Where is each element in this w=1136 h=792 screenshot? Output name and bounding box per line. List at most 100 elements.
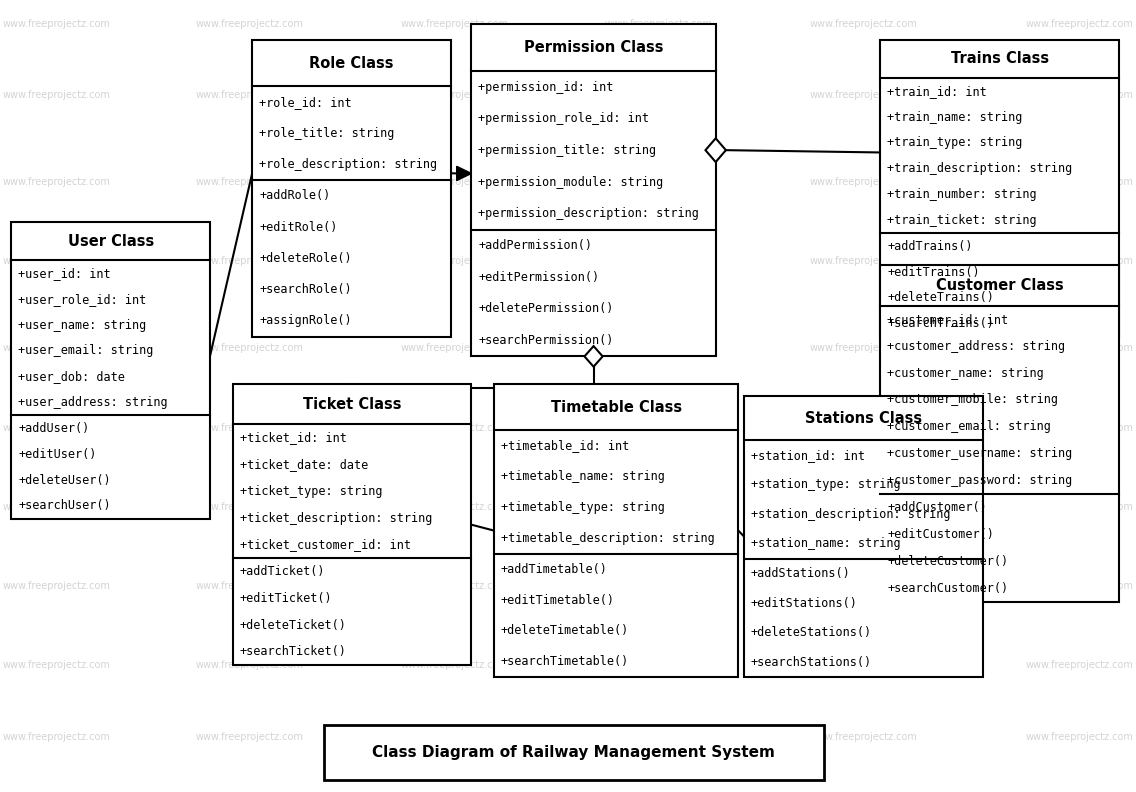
Text: www.freeprojectz.com: www.freeprojectz.com <box>3 344 110 353</box>
Text: +ticket_date: date: +ticket_date: date <box>240 458 368 471</box>
Text: +editUser(): +editUser() <box>18 447 97 461</box>
Text: +role_description: string: +role_description: string <box>259 158 437 171</box>
Text: www.freeprojectz.com: www.freeprojectz.com <box>1026 581 1133 591</box>
Text: +deleteTimetable(): +deleteTimetable() <box>501 624 629 638</box>
Text: +addStations(): +addStations() <box>751 567 851 580</box>
Text: www.freeprojectz.com: www.freeprojectz.com <box>197 423 303 432</box>
Text: www.freeprojectz.com: www.freeprojectz.com <box>1026 90 1133 100</box>
Text: +station_type: string: +station_type: string <box>751 478 901 491</box>
Text: www.freeprojectz.com: www.freeprojectz.com <box>1026 502 1133 512</box>
Text: +role_id: int: +role_id: int <box>259 96 352 109</box>
Text: +user_name: string: +user_name: string <box>18 318 147 332</box>
Text: +deleteRole(): +deleteRole() <box>259 252 352 265</box>
Text: +customer_id: int: +customer_id: int <box>887 313 1009 326</box>
Text: www.freeprojectz.com: www.freeprojectz.com <box>810 661 917 670</box>
Text: www.freeprojectz.com: www.freeprojectz.com <box>810 177 917 187</box>
Text: +deleteCustomer(): +deleteCustomer() <box>887 555 1009 568</box>
Text: www.freeprojectz.com: www.freeprojectz.com <box>401 90 508 100</box>
Text: www.freeprojectz.com: www.freeprojectz.com <box>810 581 917 591</box>
Bar <box>252 40 451 337</box>
Text: Trains Class: Trains Class <box>951 51 1049 67</box>
Text: +searchPermission(): +searchPermission() <box>478 334 613 347</box>
Text: +user_id: int: +user_id: int <box>18 267 111 280</box>
Text: www.freeprojectz.com: www.freeprojectz.com <box>197 732 303 741</box>
Text: www.freeprojectz.com: www.freeprojectz.com <box>810 19 917 29</box>
Text: Role Class: Role Class <box>309 55 394 70</box>
Text: +customer_password: string: +customer_password: string <box>887 474 1072 487</box>
Text: www.freeprojectz.com: www.freeprojectz.com <box>810 90 917 100</box>
Text: www.freeprojectz.com: www.freeprojectz.com <box>1026 344 1133 353</box>
Text: +searchTicket(): +searchTicket() <box>240 645 346 658</box>
Text: +ticket_description: string: +ticket_description: string <box>240 512 432 524</box>
Text: +permission_id: int: +permission_id: int <box>478 81 613 93</box>
Text: www.freeprojectz.com: www.freeprojectz.com <box>3 90 110 100</box>
Text: User Class: User Class <box>68 234 153 249</box>
Text: +editTimetable(): +editTimetable() <box>501 593 615 607</box>
Text: +train_name: string: +train_name: string <box>887 111 1022 124</box>
Text: +station_description: string: +station_description: string <box>751 508 951 521</box>
Text: Permission Class: Permission Class <box>524 40 663 55</box>
Text: +permission_title: string: +permission_title: string <box>478 144 657 157</box>
Text: www.freeprojectz.com: www.freeprojectz.com <box>197 581 303 591</box>
Text: www.freeprojectz.com: www.freeprojectz.com <box>401 423 508 432</box>
Text: +customer_address: string: +customer_address: string <box>887 340 1066 352</box>
Text: www.freeprojectz.com: www.freeprojectz.com <box>605 177 712 187</box>
Text: www.freeprojectz.com: www.freeprojectz.com <box>605 581 712 591</box>
Text: +deleteTicket(): +deleteTicket() <box>240 619 346 631</box>
Polygon shape <box>584 346 602 367</box>
Text: www.freeprojectz.com: www.freeprojectz.com <box>401 344 508 353</box>
Polygon shape <box>705 139 726 162</box>
Text: +searchCustomer(): +searchCustomer() <box>887 582 1009 595</box>
Text: www.freeprojectz.com: www.freeprojectz.com <box>605 90 712 100</box>
Text: www.freeprojectz.com: www.freeprojectz.com <box>401 19 508 29</box>
Text: www.freeprojectz.com: www.freeprojectz.com <box>3 581 110 591</box>
Text: Stations Class: Stations Class <box>804 411 922 425</box>
Text: www.freeprojectz.com: www.freeprojectz.com <box>605 661 712 670</box>
Text: +addRole(): +addRole() <box>259 189 331 203</box>
Bar <box>11 222 210 519</box>
Text: +train_number: string: +train_number: string <box>887 188 1037 201</box>
Text: +editCustomer(): +editCustomer() <box>887 528 994 541</box>
Text: www.freeprojectz.com: www.freeprojectz.com <box>810 344 917 353</box>
Text: +station_id: int: +station_id: int <box>751 449 864 462</box>
Text: +permission_description: string: +permission_description: string <box>478 208 699 220</box>
Text: +searchTrains(): +searchTrains() <box>887 317 994 330</box>
Text: www.freeprojectz.com: www.freeprojectz.com <box>1026 661 1133 670</box>
Text: www.freeprojectz.com: www.freeprojectz.com <box>197 502 303 512</box>
Text: +deletePermission(): +deletePermission() <box>478 303 613 315</box>
Text: +deleteTrains(): +deleteTrains() <box>887 291 994 304</box>
Text: +permission_role_id: int: +permission_role_id: int <box>478 112 650 125</box>
Text: +permission_module: string: +permission_module: string <box>478 176 663 188</box>
Text: www.freeprojectz.com: www.freeprojectz.com <box>605 732 712 741</box>
Text: www.freeprojectz.com: www.freeprojectz.com <box>1026 177 1133 187</box>
Text: +train_ticket: string: +train_ticket: string <box>887 214 1037 227</box>
Text: +user_email: string: +user_email: string <box>18 345 153 357</box>
Polygon shape <box>457 166 471 181</box>
Bar <box>744 396 983 677</box>
Text: www.freeprojectz.com: www.freeprojectz.com <box>197 661 303 670</box>
Text: +addUser(): +addUser() <box>18 422 90 435</box>
Text: www.freeprojectz.com: www.freeprojectz.com <box>3 502 110 512</box>
Text: www.freeprojectz.com: www.freeprojectz.com <box>3 732 110 741</box>
Text: www.freeprojectz.com: www.freeprojectz.com <box>810 502 917 512</box>
Text: www.freeprojectz.com: www.freeprojectz.com <box>605 502 712 512</box>
Text: www.freeprojectz.com: www.freeprojectz.com <box>3 177 110 187</box>
Text: +searchTimetable(): +searchTimetable() <box>501 655 629 668</box>
Text: +customer_mobile: string: +customer_mobile: string <box>887 394 1059 406</box>
Bar <box>324 725 824 780</box>
Text: +train_id: int: +train_id: int <box>887 85 987 97</box>
Text: www.freeprojectz.com: www.freeprojectz.com <box>197 90 303 100</box>
Bar <box>233 384 471 665</box>
Text: www.freeprojectz.com: www.freeprojectz.com <box>605 19 712 29</box>
Text: +timetable_name: string: +timetable_name: string <box>501 470 665 483</box>
Text: +editRole(): +editRole() <box>259 221 337 234</box>
Text: +customer_name: string: +customer_name: string <box>887 367 1044 379</box>
Text: Ticket Class: Ticket Class <box>303 397 401 412</box>
Text: +editPermission(): +editPermission() <box>478 271 600 284</box>
Text: www.freeprojectz.com: www.freeprojectz.com <box>401 732 508 741</box>
Text: +searchRole(): +searchRole() <box>259 284 352 296</box>
Text: www.freeprojectz.com: www.freeprojectz.com <box>1026 732 1133 741</box>
Text: www.freeprojectz.com: www.freeprojectz.com <box>3 19 110 29</box>
Text: www.freeprojectz.com: www.freeprojectz.com <box>401 661 508 670</box>
Text: www.freeprojectz.com: www.freeprojectz.com <box>810 732 917 741</box>
